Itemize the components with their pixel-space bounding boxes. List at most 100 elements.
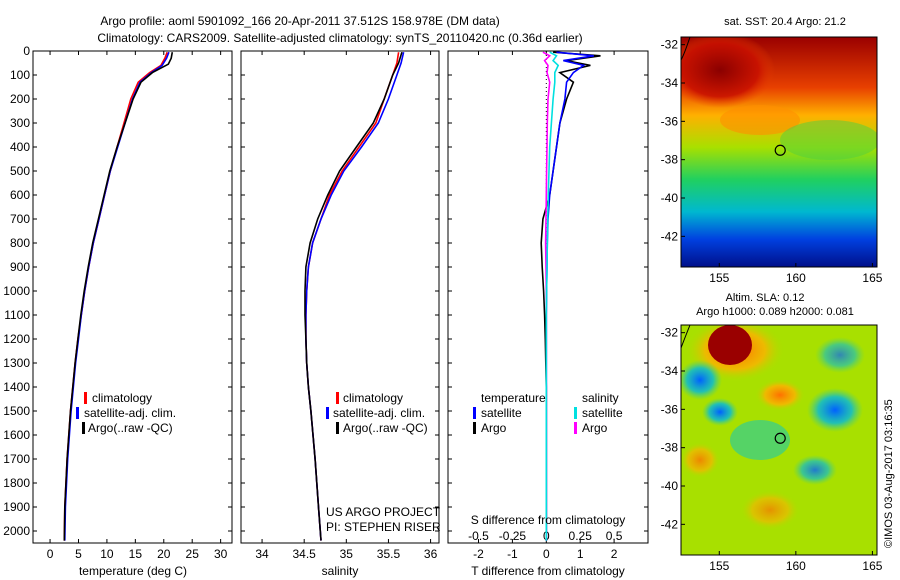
x-tick-label: 34.5 xyxy=(293,547,317,561)
argo-position-marker xyxy=(774,432,786,444)
sla-low-eddy-east xyxy=(807,388,863,432)
y-tick-label: 1500 xyxy=(3,404,30,418)
y-tick-label: 300 xyxy=(10,116,30,130)
y-tick-label: 1900 xyxy=(3,500,30,514)
series-satellite-adj-clim xyxy=(64,51,170,541)
sst-warm-core xyxy=(681,37,775,108)
sst-green-patch xyxy=(780,120,877,160)
y-tick-label: 1000 xyxy=(3,284,30,298)
series-salinity-satellite xyxy=(545,51,560,541)
x-tick-label: 35.5 xyxy=(377,547,401,561)
legend-swatch-satellite xyxy=(76,407,79,419)
map-y-tick-label: -40 xyxy=(661,479,679,493)
series-climatology xyxy=(305,52,400,541)
sla-low-eddy-south xyxy=(793,455,837,485)
sst-coastline xyxy=(681,37,691,61)
sst-map-frame xyxy=(680,36,878,268)
x-tick-label: 35 xyxy=(340,547,354,561)
sla-high-core xyxy=(708,325,752,365)
sla-orange-patch-south xyxy=(740,490,800,530)
map-y-tick-label: -34 xyxy=(661,76,679,90)
legend-swatch-climatology xyxy=(336,392,339,404)
legend-swatch-climatology xyxy=(84,392,87,404)
project-annotation: US ARGO PROJECT xyxy=(326,505,441,519)
legend-title-salinity: salinity xyxy=(582,391,619,405)
legend-label-temperature-argo: Argo xyxy=(481,421,507,435)
map-y-tick-label: -32 xyxy=(661,38,679,52)
legend-swatch-argo xyxy=(82,422,85,434)
legend-label-climatology: climatology xyxy=(92,391,152,405)
y-tick-label: 100 xyxy=(10,68,30,82)
legend-swatch-salinity-argo xyxy=(574,422,577,434)
pi-annotation: PI: STEPHEN RISER xyxy=(326,520,441,534)
map-y-tick-label: -36 xyxy=(661,114,679,128)
s-x-tick-label: 0.5 xyxy=(606,529,623,543)
map-y-tick-label: -42 xyxy=(661,229,679,243)
salinity-legend: climatology satellite-adj. clim. Argo(..… xyxy=(326,391,428,435)
map-x-tick-label: 160 xyxy=(786,271,806,285)
map-y-tick-label: -38 xyxy=(661,441,679,455)
sla-heatmap xyxy=(681,325,877,555)
legend-swatch-temperature-argo xyxy=(473,422,476,434)
x-tick-label: 1 xyxy=(577,547,584,561)
legend-label-salinity-argo: Argo xyxy=(582,421,608,435)
salinity-x-label: salinity xyxy=(322,564,359,578)
x-tick-label: -2 xyxy=(473,547,484,561)
y-tick-label: 1400 xyxy=(3,380,30,394)
x-tick-label: 10 xyxy=(100,547,114,561)
map-y-tick-label: -34 xyxy=(661,364,679,378)
map-y-tick-label: -42 xyxy=(661,517,679,531)
sla-map-axes: 155 160 165 -32 -34 -36 -38 -40 -42 xyxy=(661,326,883,573)
title-line-1: Argo profile: aoml 5901092_166 20-Apr-20… xyxy=(100,14,499,28)
sla-low-eddy-north xyxy=(815,337,865,373)
legend-title-temperature: temperature xyxy=(481,391,546,405)
map-x-tick-label: 165 xyxy=(862,271,882,285)
temperature-legend: climatology satellite-adj. clim. Argo(..… xyxy=(76,391,176,435)
map-x-tick-label: 165 xyxy=(862,559,882,573)
x-tick-label: 20 xyxy=(157,547,171,561)
legend-label-satellite: satellite-adj. clim. xyxy=(333,406,425,420)
imos-credit: ©IMOS 03-Aug-2017 03:16:35 xyxy=(883,399,895,548)
s-x-tick-label: -0.25 xyxy=(499,529,527,543)
t-difference-x-label: T difference from climatology xyxy=(471,564,625,578)
x-tick-label: 25 xyxy=(186,547,200,561)
sla-low-eddy-west xyxy=(681,360,722,400)
y-tick-label: 400 xyxy=(10,140,30,154)
sla-map-subtitle: Argo h1000: 0.089 h2000: 0.081 xyxy=(696,306,854,318)
sst-heatmap xyxy=(681,37,877,267)
sla-orange-patch xyxy=(681,442,720,478)
y-tick-label: 700 xyxy=(10,212,30,226)
difference-legend: temperature salinity satellite Argo sate… xyxy=(473,391,623,435)
map-y-tick-label: -40 xyxy=(661,191,679,205)
s-difference-x-label: S difference from climatology xyxy=(471,513,626,527)
x-tick-label: 30 xyxy=(214,547,228,561)
legend-swatch-salinity-satellite xyxy=(574,407,577,419)
y-tick-label: 800 xyxy=(10,236,30,250)
legend-label-argo: Argo(..raw -QC) xyxy=(88,421,173,435)
temperature-x-label: temperature (deg C) xyxy=(79,564,187,578)
legend-swatch-satellite xyxy=(326,407,329,419)
sla-orange-eddy xyxy=(755,379,805,411)
y-tick-label: 2000 xyxy=(3,524,30,538)
map-y-tick-label: -32 xyxy=(661,326,679,340)
legend-label-salinity-satellite: satellite xyxy=(582,406,623,420)
legend-label-temperature-satellite: satellite xyxy=(481,406,522,420)
series-temperature-argo xyxy=(540,51,601,541)
y-tick-label: 0 xyxy=(23,44,30,58)
x-tick-label: 5 xyxy=(75,547,82,561)
salinity-profile-plot: 34 34.5 35 35.5 36 xyxy=(241,50,439,561)
y-tick-label: 1600 xyxy=(3,428,30,442)
series-argo-raw-qc xyxy=(63,52,174,541)
x-tick-label: 0 xyxy=(47,547,54,561)
series-argo-raw-qc xyxy=(304,51,403,541)
x-tick-label: 36 xyxy=(424,547,438,561)
temperature-panel-frame xyxy=(32,50,233,544)
sla-coastline xyxy=(681,325,691,349)
y-tick-label: 600 xyxy=(10,188,30,202)
map-x-tick-label: 155 xyxy=(709,559,729,573)
title-line-2: Climatology: CARS2009. Satellite-adjuste… xyxy=(97,31,582,45)
y-tick-label: 900 xyxy=(10,260,30,274)
s-x-tick-label: -0.5 xyxy=(468,529,489,543)
